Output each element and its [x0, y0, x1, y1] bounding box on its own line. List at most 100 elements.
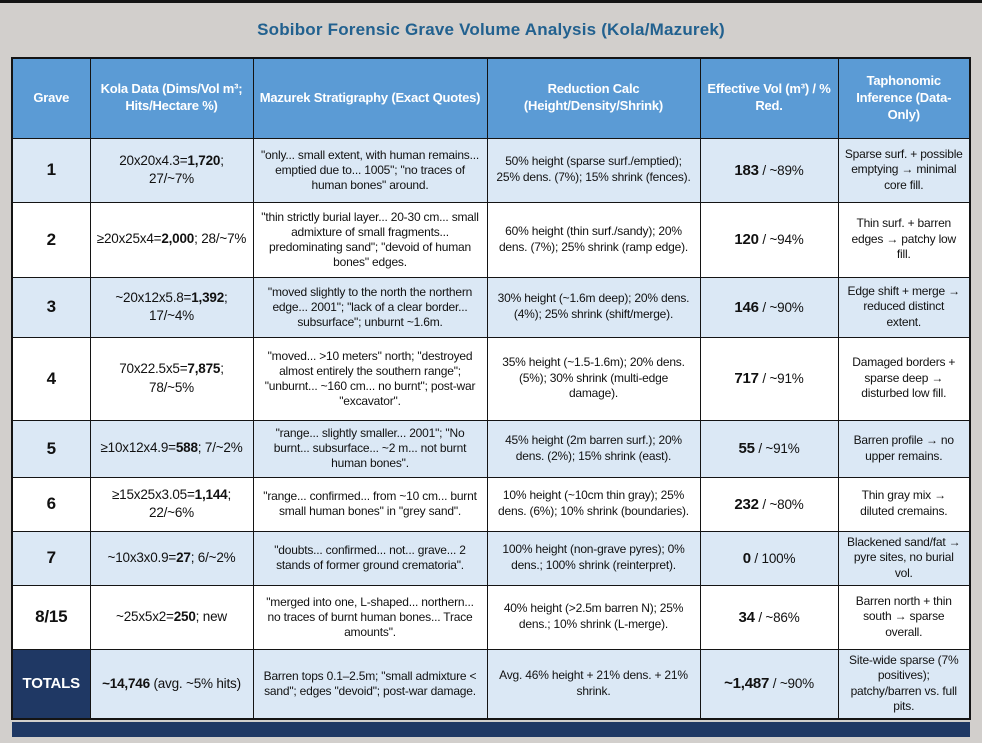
kola-data-cell: ~10x3x0.9=27; 6/~2%: [89, 530, 254, 586]
taphonomic-cell: Damaged borders + sparse deep → disturbe…: [837, 336, 971, 421]
effective-vol-cell: 34 / ~86%: [699, 584, 839, 650]
kola-volume-value: 588: [175, 440, 198, 456]
effective-vol-cell: 0 / 100%: [699, 530, 839, 586]
totals-reduction-cell: Avg. 46% height + 21% dens. + 21% shrink…: [486, 648, 701, 720]
effective-vol-cell: 717 / ~91%: [699, 336, 839, 421]
mazurek-quote-cell: "range... slightly smaller... 2001"; "No…: [252, 419, 488, 478]
table-row-grave-1: 1 20x20x4.3=1,720; 27/~7% "only... small…: [11, 137, 971, 203]
reduction-calc-cell: 40% height (>2.5m barren N); 25% dens.; …: [486, 584, 701, 650]
reduction-calc-cell: 50% height (sparse surf./emptied); 25% d…: [486, 137, 701, 203]
col-header-mazurek: Mazurek Stratigraphy (Exact Quotes): [252, 57, 488, 139]
mazurek-quote-cell: "only... small extent, with human remain…: [252, 137, 488, 203]
taphonomic-cell: Blackened sand/fat → pyre sites, no buri…: [837, 530, 971, 586]
taphonomic-cell: Barren profile → no upper remains.: [837, 419, 971, 478]
kola-dims: ≥20x25x4=: [96, 231, 162, 247]
table-row-grave-6: 6 ≥15x25x3.05=1,144; 22/~6% "range... co…: [11, 476, 971, 532]
taphonomic-cell: Sparse surf. + possible emptying → minim…: [837, 137, 971, 203]
grave-analysis-table: Grave Kola Data (Dims/Vol m³; Hits/Hecta…: [11, 57, 971, 720]
totals-label-cell: TOTALS: [11, 648, 91, 720]
effective-vol-cell: 146 / ~90%: [699, 276, 839, 338]
kola-data-cell: ≥10x12x4.9=588; 7/~2%: [89, 419, 254, 478]
page-title: Sobibor Forensic Grave Volume Analysis (…: [257, 20, 725, 39]
totals-row: TOTALS ~14,746 (avg. ~5% hits) Barren to…: [11, 648, 971, 720]
totals-taphonomic-cell: Site-wide sparse (7% positives); patchy/…: [837, 648, 971, 720]
col-header-grave: Grave: [11, 57, 91, 139]
table-row-grave-4: 4 70x22.5x5=7,875; 78/~5% "moved... >10 …: [11, 336, 971, 421]
effective-vol-cell: 55 / ~91%: [699, 419, 839, 478]
grave-cell: 2: [11, 201, 91, 278]
kola-hits: ; 27/~7%: [149, 152, 224, 186]
kola-dims: ~20x12x5.8=: [115, 289, 192, 305]
table-row-grave-7: 7 ~10x3x0.9=27; 6/~2% "doubts... confirm…: [11, 530, 971, 586]
kola-volume-value: 1,392: [191, 289, 225, 305]
effective-vol-cell: 232 / ~80%: [699, 476, 839, 532]
kola-hits: ; 7/~2%: [197, 440, 243, 456]
mazurek-quote-cell: "thin strictly burial layer... 20-30 cm.…: [252, 201, 488, 278]
kola-hits: ; new: [195, 608, 227, 624]
grave-cell: 1: [11, 137, 91, 203]
totals-effective-vol-cell: ~1,487 / ~90%: [699, 648, 839, 720]
footer-bar: [12, 721, 970, 737]
effective-vol-value: 0: [742, 549, 751, 567]
effective-vol-value: 55: [738, 440, 755, 457]
table-row-grave-3: 3 ~20x12x5.8=1,392; 17/~4% "moved slight…: [11, 276, 971, 338]
taphonomic-cell: Thin gray mix → diluted cremains.: [837, 476, 971, 532]
kola-data-cell: ≥15x25x3.05=1,144; 22/~6%: [89, 476, 254, 532]
effective-vol-value: 120: [734, 231, 759, 248]
col-header-kola: Kola Data (Dims/Vol m³; Hits/Hectare %): [89, 57, 254, 139]
effective-vol-cell: 183 / ~89%: [699, 137, 839, 203]
kola-data-cell: 70x22.5x5=7,875; 78/~5%: [89, 336, 254, 421]
kola-data-cell: 20x20x4.3=1,720; 27/~7%: [89, 137, 254, 203]
reduction-calc-cell: 30% height (~1.6m deep); 20% dens. (4%);…: [486, 276, 701, 338]
kola-hits: ; 22/~6%: [149, 486, 232, 520]
kola-hits: ; 17/~4%: [149, 289, 228, 323]
table-row-grave-8-15: 8/15 ~25x5x2=250; new "merged into one, …: [11, 584, 971, 650]
kola-volume-value: 27: [176, 549, 191, 565]
mazurek-quote-cell: "merged into one, L-shaped... northern..…: [252, 584, 488, 650]
col-header-taphonomic: Taphonomic Inference (Data-Only): [837, 57, 971, 139]
grave-cell: 5: [11, 419, 91, 478]
mazurek-quote-cell: "moved... >10 meters" north; "destroyed …: [252, 336, 488, 421]
grave-cell: 6: [11, 476, 91, 532]
col-header-reduction: Reduction Calc (Height/Density/Shrink): [486, 57, 701, 139]
kola-data-cell: ≥20x25x4=2,000; 28/~7%: [89, 201, 254, 278]
totals-mazurek-cell: Barren tops 0.1–2.5m; "small admixture <…: [252, 648, 488, 720]
mazurek-quote-cell: "moved slightly to the north the norther…: [252, 276, 488, 338]
kola-dims: ~25x5x2=: [116, 608, 174, 624]
table-row-grave-5: 5 ≥10x12x4.9=588; 7/~2% "range... slight…: [11, 419, 971, 478]
kola-volume-value: 7,875: [187, 361, 221, 377]
kola-volume-value: 1,144: [194, 486, 228, 502]
header-row: Grave Kola Data (Dims/Vol m³; Hits/Hecta…: [11, 57, 971, 139]
reduction-pct: / ~80%: [758, 496, 804, 512]
effective-vol-value: 34: [738, 608, 755, 626]
effective-vol-value: 232: [734, 495, 759, 513]
reduction-pct: / 100%: [750, 550, 796, 566]
taphonomic-cell: Edge shift + merge → reduced distinct ex…: [837, 276, 971, 338]
col-header-volume: Effective Vol (m³) / % Red.: [699, 57, 839, 139]
kola-dims: ≥15x25x3.05=: [111, 486, 195, 502]
kola-volume-value: ~14,746: [102, 675, 150, 691]
taphonomic-cell: Thin surf. + barren edges → patchy low f…: [837, 201, 971, 278]
reduction-pct: / ~91%: [758, 371, 804, 386]
reduction-calc-cell: 45% height (2m barren surf.); 20% dens. …: [486, 419, 701, 478]
table-row-grave-2: 2 ≥20x25x4=2,000; 28/~7% "thin strictly …: [11, 201, 971, 278]
kola-hits: (avg. ~5% hits): [149, 675, 241, 691]
kola-data-cell: ~20x12x5.8=1,392; 17/~4%: [89, 276, 254, 338]
kola-dims: 20x20x4.3=: [119, 152, 188, 168]
reduction-calc-cell: 100% height (non-grave pyres); 0% dens.;…: [486, 530, 701, 586]
reduction-pct: / ~94%: [758, 232, 804, 247]
grave-cell: 7: [11, 530, 91, 586]
reduction-pct: / ~91%: [754, 441, 800, 456]
kola-volume-value: 250: [173, 608, 196, 624]
kola-dims: ≥10x12x4.9=: [100, 440, 176, 456]
kola-volume-value: 2,000: [161, 231, 195, 247]
kola-data-cell: ~25x5x2=250; new: [89, 584, 254, 650]
reduction-calc-cell: 10% height (~10cm thin gray); 25% dens. …: [486, 476, 701, 532]
mazurek-quote-cell: "range... confirmed... from ~10 cm... bu…: [252, 476, 488, 532]
reduction-pct: / ~86%: [754, 609, 800, 625]
reduction-pct: / ~89%: [758, 162, 804, 178]
effective-vol-value: ~1,487: [724, 675, 770, 693]
mazurek-quote-cell: "doubts... confirmed... not... grave... …: [252, 530, 488, 586]
reduction-calc-cell: 35% height (~1.5-1.6m); 20% dens. (5%); …: [486, 336, 701, 421]
